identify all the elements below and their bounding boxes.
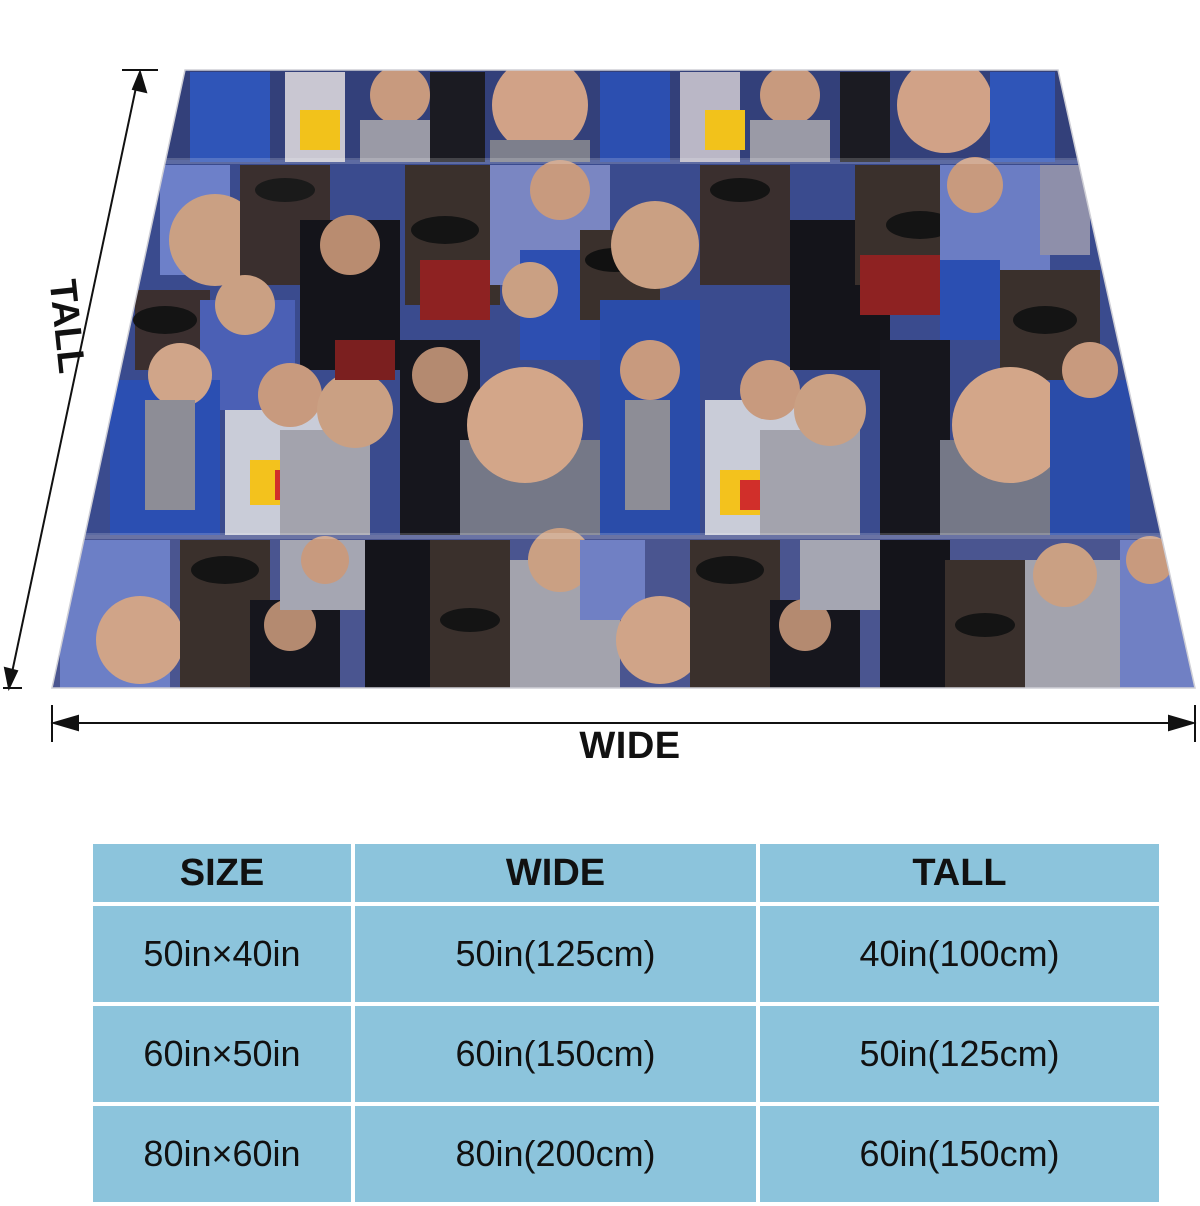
wide-cell: 80in(200cm) <box>355 1106 760 1206</box>
table-row: 60in×50in 60in(150cm) 50in(125cm) <box>93 1006 1159 1106</box>
blanket-image <box>52 70 1195 688</box>
size-cell: 80in×60in <box>93 1106 355 1206</box>
header-tall: TALL <box>760 844 1159 906</box>
size-table: SIZE WIDE TALL 50in×40in 50in(125cm) 40i… <box>93 844 1159 1206</box>
wide-label: WIDE <box>579 725 681 767</box>
size-cell: 50in×40in <box>93 906 355 1006</box>
table-row: 80in×60in 80in(200cm) 60in(150cm) <box>93 1106 1159 1206</box>
tall-cell: 50in(125cm) <box>760 1006 1159 1106</box>
wide-cell: 60in(150cm) <box>355 1006 760 1106</box>
table-header-row: SIZE WIDE TALL <box>93 844 1159 906</box>
size-cell: 60in×50in <box>93 1006 355 1106</box>
tall-cell: 40in(100cm) <box>760 906 1159 1006</box>
wide-dimension-line <box>50 705 1197 742</box>
blanket-diagram <box>3 69 1197 742</box>
wide-cell: 50in(125cm) <box>355 906 760 1006</box>
tall-dimension-line <box>3 69 158 692</box>
tall-cell: 60in(150cm) <box>760 1106 1159 1206</box>
header-size: SIZE <box>93 844 355 906</box>
table-row: 50in×40in 50in(125cm) 40in(100cm) <box>93 906 1159 1006</box>
header-wide: WIDE <box>355 844 760 906</box>
